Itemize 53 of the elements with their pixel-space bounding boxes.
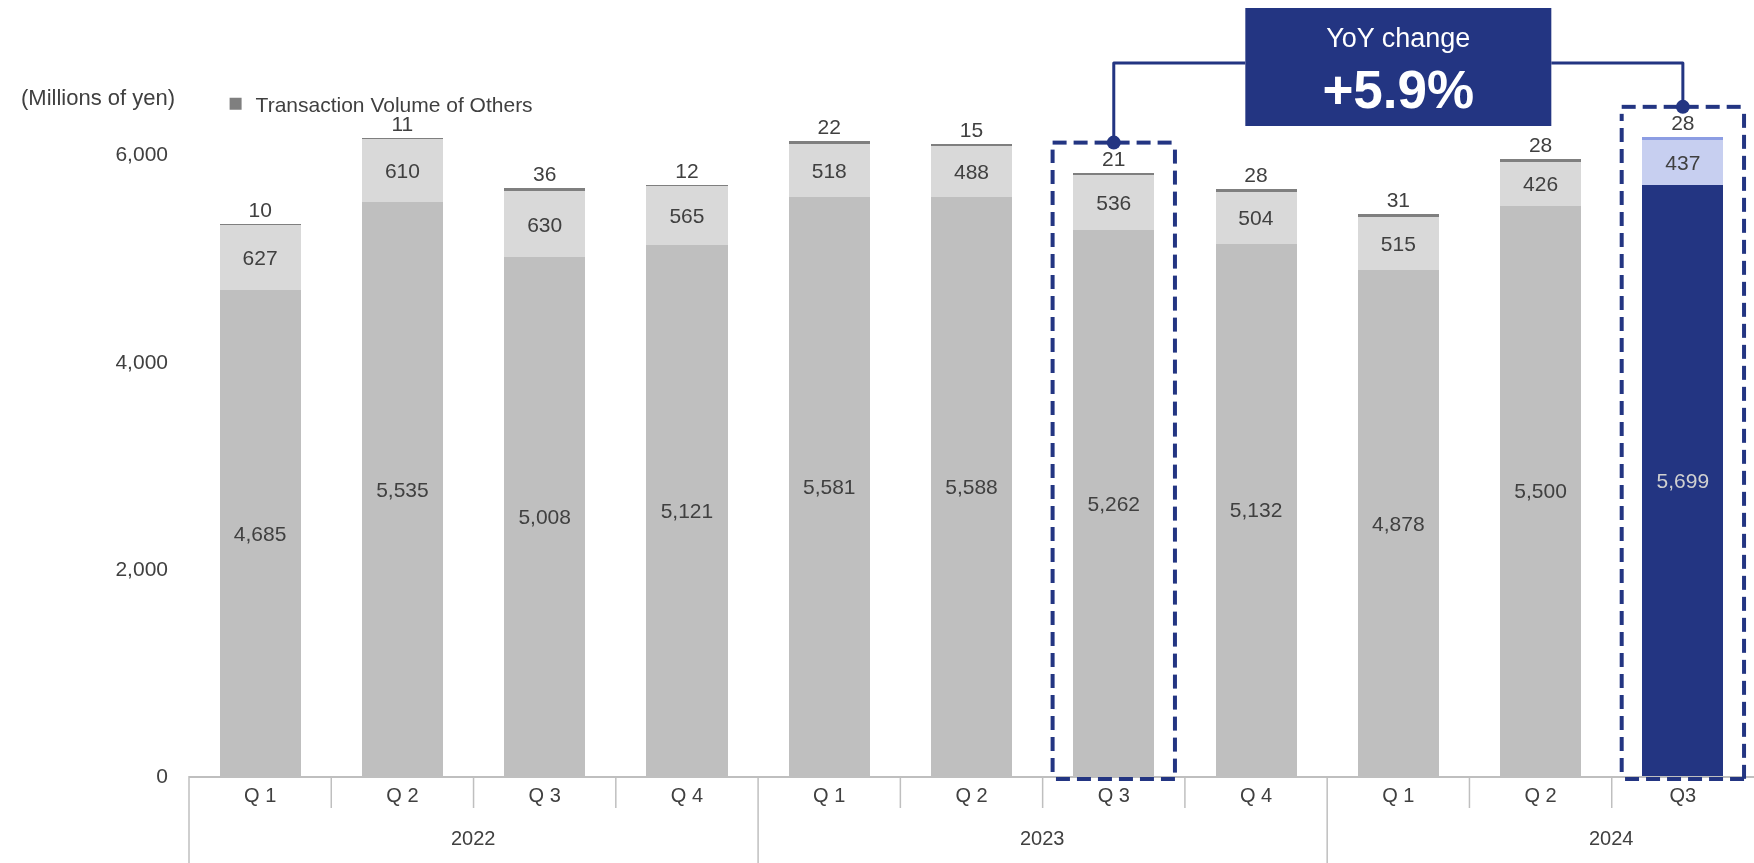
y-tick-label: 6,000 [115,142,168,166]
x-tick-label: Q 2 [955,783,988,806]
text: YoY change [1326,23,1471,53]
y-tick-label: 2,000 [115,556,168,580]
data-label: 5,699 [1656,469,1710,493]
x-tick-label: Q 4 [670,783,704,806]
y-axis-title: (Millions of yen) [21,85,176,110]
data-label: 22 [817,115,841,139]
x-tick-label: Q 1 [1382,783,1415,806]
data-label: 627 [242,246,278,270]
data-label: 28 [1671,110,1695,134]
x-tick-label: Q 1 [813,783,846,806]
data-label: 5,581 [802,475,856,499]
data-label: 4,685 [233,521,287,545]
y-tick-label: 4,000 [115,349,168,373]
data-label: 21 [1102,146,1126,170]
data-label: 15 [959,118,984,142]
data-label: 426 [1523,172,1559,196]
data-label: 5,500 [1514,479,1567,503]
x-tick-label: Q3 [1669,783,1697,806]
data-label: 518 [811,158,847,182]
data-label: 28 [1244,162,1268,186]
data-label: 10 [248,198,272,222]
data-label: 536 [1096,191,1132,215]
x-tick-label: Q 4 [1239,783,1273,806]
x-tick-label: Q 2 [386,783,419,806]
data-label: 504 [1238,206,1274,230]
data-label: 565 [669,204,705,228]
data-label: 5,588 [945,474,998,498]
annotation: +5.9% [1322,59,1475,119]
y-tick-label: 0 [156,764,168,788]
data-label: 28 [1528,132,1553,156]
x-tick-label: Q 3 [1097,783,1130,806]
data-label: 5,262 [1087,491,1141,515]
data-label: 630 [527,212,563,236]
data-label: 12 [675,159,699,183]
x-tick-label: Q 3 [528,783,561,806]
data-label: 437 [1665,150,1701,174]
text: 2024 [1589,827,1634,849]
data-label: 5,008 [518,504,571,528]
data-label: 488 [953,159,990,183]
data-label: 31 [1386,187,1410,211]
x-tick-label: Q 2 [1524,783,1557,806]
data-label: 4,878 [1372,511,1425,535]
data-label: 5,132 [1229,498,1283,522]
text: 2022 [451,827,496,849]
data-label: 515 [1380,231,1416,255]
data-label: 5,121 [660,498,714,522]
data-label: 36 [533,161,557,185]
text: 2023 [1020,827,1065,849]
data-label: 5,535 [376,477,429,501]
x-tick-label: Q 1 [244,783,277,806]
data-label: 610 [384,158,420,182]
